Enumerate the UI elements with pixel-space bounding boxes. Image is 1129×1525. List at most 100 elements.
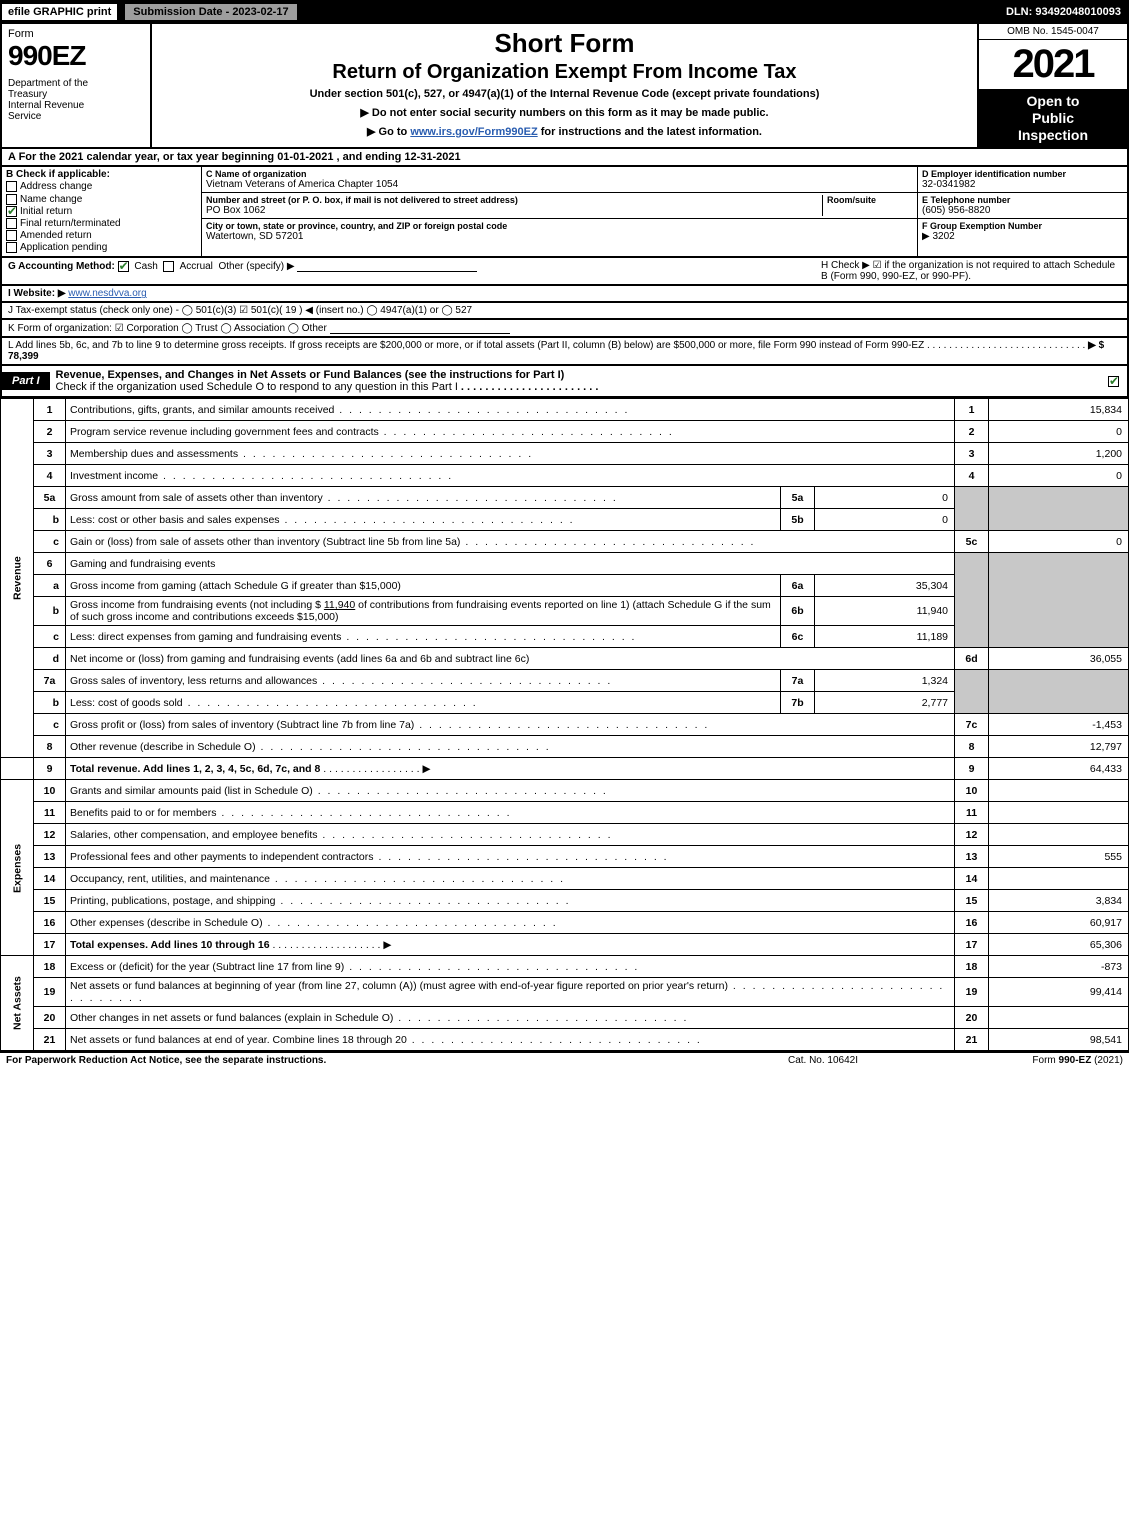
telephone-value: (605) 956-8820 [922,205,1123,216]
line-15-amount: 3,834 [989,890,1129,912]
form-title: Return of Organization Exempt From Incom… [158,61,971,84]
page-footer: For Paperwork Reduction Act Notice, see … [0,1051,1129,1068]
row-i-website: I Website: ▶ www.nesdvva.org [0,286,1129,303]
line-11-amount [989,802,1129,824]
line-5b-value: 0 [815,509,955,531]
city-value: Watertown, SD 57201 [206,231,913,242]
open-inspection-badge: Open toPublicInspection [979,89,1127,147]
line-6b-value: 11,940 [815,597,955,626]
form-version: Form 990-EZ (2021) [923,1055,1123,1066]
instructions-note: ▶ Go to www.irs.gov/Form990EZ for instru… [158,125,971,138]
group-exemption-label: F Group Exemption Number [922,221,1123,231]
telephone-label: E Telephone number [922,195,1123,205]
row-l-gross-receipts: L Add lines 5b, 6c, and 7b to line 9 to … [0,338,1129,366]
omb-number: OMB No. 1545-0047 [979,24,1127,40]
line-13-amount: 555 [989,846,1129,868]
room-label: Room/suite [827,195,913,205]
col-b-header: B Check if applicable: [6,169,197,180]
line-8-amount: 12,797 [989,736,1129,758]
website-label: I Website: ▶ [8,288,66,299]
row-a-tax-year: A For the 2021 calendar year, or tax yea… [0,149,1129,167]
efile-print-button[interactable]: efile GRAPHIC print [0,2,119,22]
address-value: PO Box 1062 [206,205,818,216]
submission-date: Submission Date - 2023-02-17 [123,2,298,22]
other-specify-input[interactable] [297,260,477,272]
row-g-accounting: G Accounting Method: Cash Accrual Other … [0,258,1129,286]
row-h-schedule-b: H Check ▶ ☑ if the organization is not r… [821,260,1121,282]
form-word: Form [8,28,144,40]
form-subtitle: Under section 501(c), 527, or 4947(a)(1)… [158,88,971,100]
column-b-checkboxes: B Check if applicable: Address change Na… [2,167,202,256]
line-16-amount: 60,917 [989,912,1129,934]
ssn-warning: ▶ Do not enter social security numbers o… [158,106,971,119]
other-org-input[interactable] [330,322,510,334]
chk-cash[interactable] [118,261,129,272]
part-1-tag: Part I [2,372,50,390]
expenses-sidelabel: Expenses [1,780,34,956]
line-20-amount [989,1007,1129,1029]
line-14-amount [989,868,1129,890]
row-j-tax-exempt: J Tax-exempt status (check only one) - ◯… [0,303,1129,320]
dln-number: DLN: 93492048010093 [998,4,1129,20]
line-12-amount [989,824,1129,846]
chk-amended-return[interactable]: Amended return [6,230,197,241]
revenue-sidelabel: Revenue [1,399,34,758]
topbar: efile GRAPHIC print Submission Date - 20… [0,0,1129,24]
chk-name-change[interactable]: Name change [6,194,197,205]
line-6a-value: 35,304 [815,575,955,597]
website-link[interactable]: www.nesdvva.org [68,288,146,299]
line-2-amount: 0 [989,421,1129,443]
note2-pre: ▶ Go to [367,126,410,138]
city-label: City or town, state or province, country… [206,221,913,231]
column-d-ein: D Employer identification number 32-0341… [917,167,1127,256]
ein-value: 32-0341982 [922,179,1123,190]
ein-label: D Employer identification number [922,169,1123,179]
line-9-amount: 64,433 [989,758,1129,780]
line-7c-amount: -1,453 [989,714,1129,736]
form-number: 990EZ [8,40,144,72]
chk-accrual[interactable] [163,261,174,272]
line-1-amount: 15,834 [989,399,1129,421]
chk-address-change[interactable]: Address change [6,181,197,192]
line-6c-value: 11,189 [815,626,955,648]
section-bcd: B Check if applicable: Address change Na… [0,167,1129,258]
row-k-form-org: K Form of organization: ☑ Corporation ◯ … [0,320,1129,338]
group-exemption-value: ▶ 3202 [922,231,1123,242]
cat-number: Cat. No. 10642I [723,1055,923,1066]
line-3-amount: 1,200 [989,443,1129,465]
line-7a-value: 1,324 [815,670,955,692]
line-18-amount: -873 [989,956,1129,978]
line-6d-amount: 36,055 [989,648,1129,670]
column-c-org-info: C Name of organization Vietnam Veterans … [202,167,917,256]
line-5a-value: 0 [815,487,955,509]
line-21-amount: 98,541 [989,1029,1129,1051]
department-label: Department of theTreasuryInternal Revenu… [8,78,144,122]
line-5c-amount: 0 [989,531,1129,553]
address-label: Number and street (or P. O. box, if mail… [206,195,818,205]
part-1-header: Part I Revenue, Expenses, and Changes in… [0,366,1129,398]
chk-application-pending[interactable]: Application pending [6,242,197,253]
netassets-sidelabel: Net Assets [1,956,34,1051]
tax-year: 2021 [979,40,1127,89]
header-left: Form 990EZ Department of theTreasuryInte… [2,24,152,147]
note2-post: for instructions and the latest informat… [538,126,762,138]
header-mid: Short Form Return of Organization Exempt… [152,24,977,147]
lines-table: Revenue 1 Contributions, gifts, grants, … [0,398,1129,1051]
org-name: Vietnam Veterans of America Chapter 1054 [206,179,913,190]
chk-initial-return[interactable]: Initial return [6,206,197,217]
line-19-amount: 99,414 [989,978,1129,1007]
part1-schedule-o-check[interactable] [1108,376,1119,387]
line-7b-value: 2,777 [815,692,955,714]
paperwork-notice: For Paperwork Reduction Act Notice, see … [6,1055,723,1066]
irs-link[interactable]: www.irs.gov/Form990EZ [410,126,537,138]
header-right: OMB No. 1545-0047 2021 Open toPublicInsp… [977,24,1127,147]
form-header: Form 990EZ Department of theTreasuryInte… [0,24,1129,149]
line-4-amount: 0 [989,465,1129,487]
line-17-amount: 65,306 [989,934,1129,956]
chk-final-return[interactable]: Final return/terminated [6,218,197,229]
short-form-title: Short Form [158,28,971,59]
line-10-amount [989,780,1129,802]
accounting-label: G Accounting Method: [8,261,115,272]
part-1-title: Revenue, Expenses, and Changes in Net As… [50,366,1103,396]
org-name-label: C Name of organization [206,169,913,179]
